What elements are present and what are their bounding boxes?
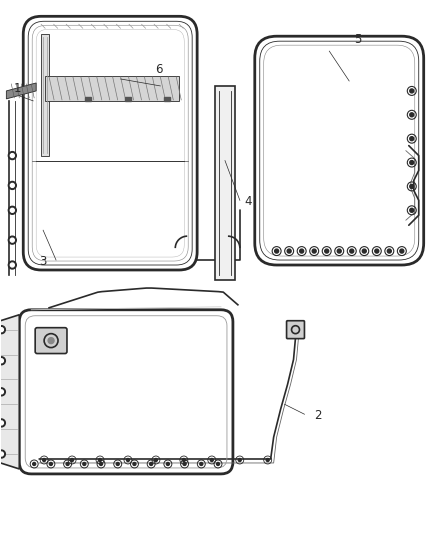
Circle shape — [0, 421, 4, 425]
Circle shape — [127, 458, 130, 462]
Circle shape — [0, 388, 5, 396]
Circle shape — [375, 249, 379, 253]
Circle shape — [275, 249, 279, 253]
Circle shape — [266, 458, 269, 462]
Circle shape — [42, 458, 46, 462]
Circle shape — [0, 326, 5, 334]
Polygon shape — [215, 86, 235, 280]
Circle shape — [66, 463, 69, 465]
Circle shape — [8, 151, 16, 159]
Circle shape — [410, 113, 414, 117]
Circle shape — [410, 160, 414, 165]
Circle shape — [0, 328, 4, 332]
Circle shape — [8, 206, 16, 214]
Circle shape — [200, 463, 203, 465]
FancyBboxPatch shape — [23, 17, 197, 270]
Circle shape — [300, 249, 304, 253]
Circle shape — [312, 249, 316, 253]
Circle shape — [238, 458, 241, 462]
Polygon shape — [41, 34, 49, 156]
Text: 3: 3 — [39, 255, 46, 268]
Circle shape — [410, 136, 414, 141]
Circle shape — [210, 458, 213, 462]
Bar — [164, 97, 170, 101]
Circle shape — [325, 249, 328, 253]
Circle shape — [155, 458, 157, 462]
Circle shape — [350, 249, 354, 253]
FancyBboxPatch shape — [19, 310, 233, 474]
Circle shape — [0, 450, 5, 458]
Circle shape — [48, 337, 54, 344]
Circle shape — [99, 458, 102, 462]
FancyBboxPatch shape — [35, 328, 67, 353]
Polygon shape — [45, 76, 179, 101]
Circle shape — [0, 357, 5, 365]
FancyBboxPatch shape — [255, 36, 424, 265]
Circle shape — [410, 208, 414, 212]
Circle shape — [287, 249, 291, 253]
Circle shape — [11, 183, 14, 188]
Circle shape — [8, 261, 16, 269]
Circle shape — [216, 463, 219, 465]
Text: 4: 4 — [245, 195, 252, 208]
Circle shape — [83, 463, 86, 465]
Circle shape — [11, 208, 14, 212]
Circle shape — [362, 249, 366, 253]
Circle shape — [400, 249, 404, 253]
FancyBboxPatch shape — [286, 321, 304, 338]
Circle shape — [11, 238, 14, 242]
Circle shape — [0, 452, 4, 456]
Circle shape — [183, 463, 186, 465]
Polygon shape — [7, 83, 36, 99]
Bar — [85, 97, 91, 101]
Circle shape — [410, 184, 414, 188]
Circle shape — [49, 463, 53, 465]
Circle shape — [0, 390, 4, 394]
Circle shape — [11, 154, 14, 158]
Circle shape — [33, 463, 35, 465]
Circle shape — [0, 359, 4, 363]
Circle shape — [387, 249, 391, 253]
Circle shape — [337, 249, 341, 253]
Text: 1: 1 — [13, 82, 21, 95]
Circle shape — [99, 463, 102, 465]
Circle shape — [71, 458, 74, 462]
Circle shape — [8, 236, 16, 244]
Circle shape — [116, 463, 119, 465]
Circle shape — [11, 263, 14, 267]
Circle shape — [410, 89, 414, 93]
Circle shape — [0, 419, 5, 427]
Circle shape — [182, 458, 185, 462]
Bar — [124, 97, 131, 101]
Polygon shape — [0, 315, 19, 469]
Text: 6: 6 — [155, 63, 163, 76]
Circle shape — [8, 181, 16, 189]
Circle shape — [166, 463, 170, 465]
Text: 2: 2 — [314, 409, 322, 422]
Circle shape — [133, 463, 136, 465]
Text: 5: 5 — [354, 33, 361, 46]
Circle shape — [150, 463, 153, 465]
